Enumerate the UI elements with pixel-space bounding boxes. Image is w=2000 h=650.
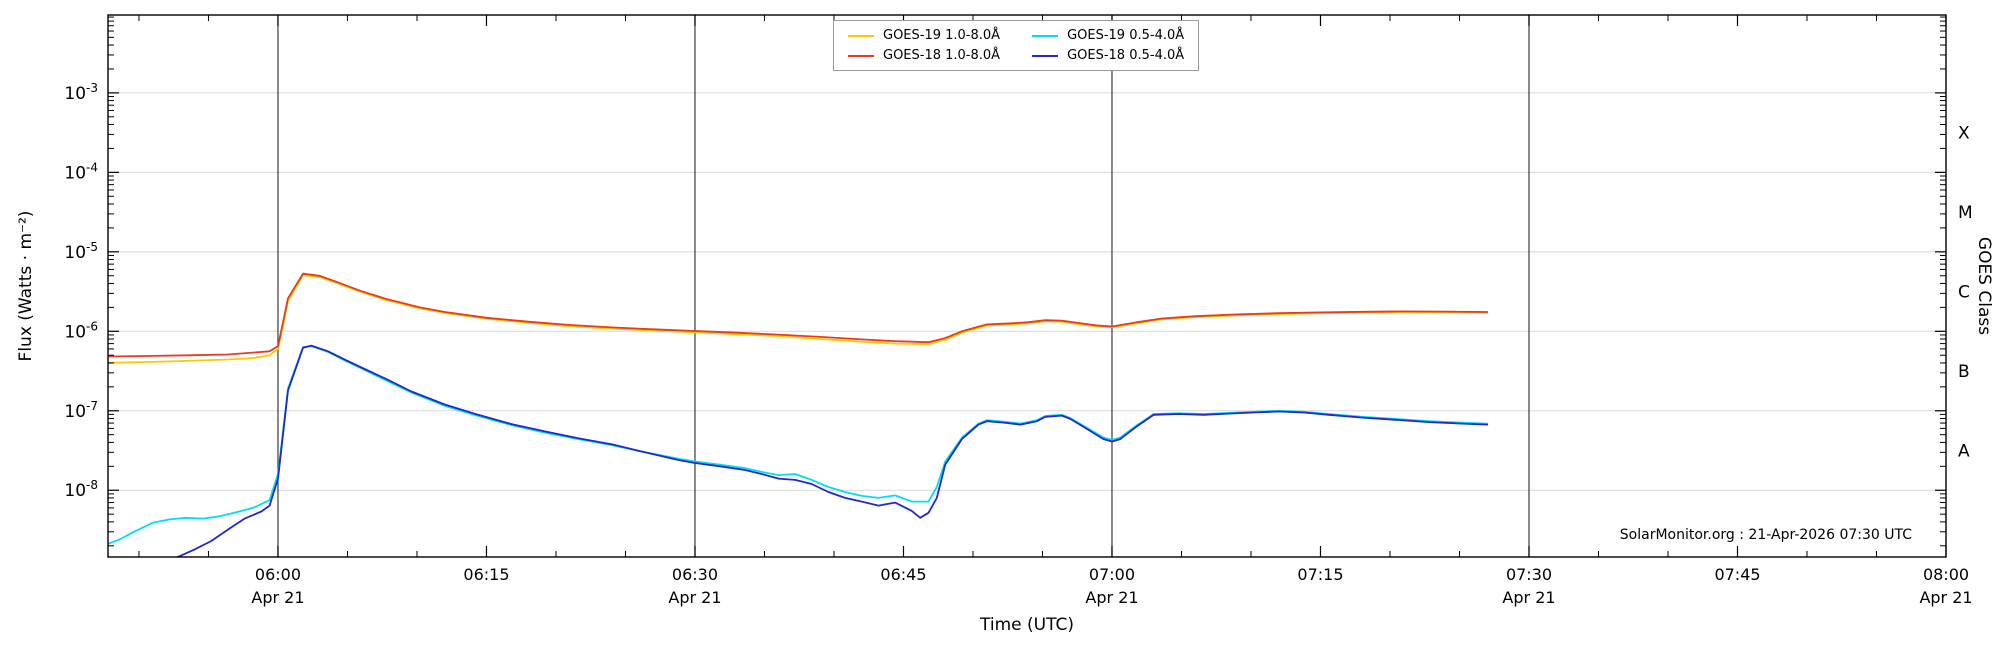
y-tick-label: 10-8 [64,478,98,501]
legend-label-goes18-long: GOES-18 1.0-8.0Å [883,48,1001,63]
y-tick-label: 10-3 [64,81,98,104]
goes-class-letter: A [1958,442,1970,462]
attribution-text: SolarMonitor.org : 21-Apr-2026 07:30 UTC [1619,527,1912,543]
x-tick-label: 06:00 [255,565,301,584]
x-tick-sublabel: Apr 21 [1502,588,1555,607]
x-tick-label: 07:15 [1297,565,1343,584]
legend-label-goes18-short: GOES-18 0.5-4.0Å [1067,48,1185,63]
y-axis-label: Flux (Watts · m⁻²) [16,210,36,362]
goes-class-letter: C [1958,283,1970,303]
x-tick-label: 08:00 [1923,565,1969,584]
y-tick-label: 10-7 [64,399,98,422]
legend-label-goes19-short: GOES-19 0.5-4.0Å [1067,28,1185,43]
x-tick-label: 07:45 [1714,565,1760,584]
x-tick-sublabel: Apr 21 [1919,588,1972,607]
legend-swatch-goes19-short-icon [1032,34,1059,37]
x-tick-sublabel: Apr 21 [668,588,721,607]
x-tick-label: 06:45 [880,565,926,584]
legend-swatch-goes18-short-icon [1032,54,1059,57]
x-tick-label: 06:15 [463,565,509,584]
y-tick-label: 10-5 [64,240,98,263]
x-axis-label: Time (UTC) [980,615,1074,635]
legend-swatch-goes19-long-icon [848,34,874,37]
series-line-goes18-short [175,344,1489,557]
plot-border [107,14,1947,558]
x-tick-sublabel: Apr 21 [251,588,304,607]
series-line-goes18-long [108,272,1489,358]
goes-class-letter: M [1958,203,1973,223]
y-tick-label: 10-6 [64,319,98,342]
legend-item-goes18-long: GOES-18 1.0-8.0Å [848,48,1000,63]
series-line-goes19-long [108,274,1489,364]
y-tick-label: 10-4 [64,160,98,183]
series-line-goes19-short [108,345,1489,545]
legend: GOES-19 1.0-8.0Å GOES-18 1.0-8.0Å GOES-1… [833,20,1200,71]
legend-swatch-goes18-long-icon [848,54,874,57]
legend-item-goes19-long: GOES-19 1.0-8.0Å [848,28,1000,43]
goes-class-letter: X [1958,124,1970,144]
goes-class-letter: B [1958,362,1970,382]
right-axis-label: GOES Class [1974,236,1994,336]
x-tick-label: 07:00 [1089,565,1135,584]
legend-item-goes18-short: GOES-18 0.5-4.0Å [1032,48,1184,63]
x-tick-label: 06:30 [672,565,718,584]
legend-item-goes19-short: GOES-19 0.5-4.0Å [1032,28,1184,43]
x-tick-label: 07:30 [1506,565,1552,584]
x-tick-sublabel: Apr 21 [1085,588,1138,607]
legend-label-goes19-long: GOES-19 1.0-8.0Å [883,28,1001,43]
